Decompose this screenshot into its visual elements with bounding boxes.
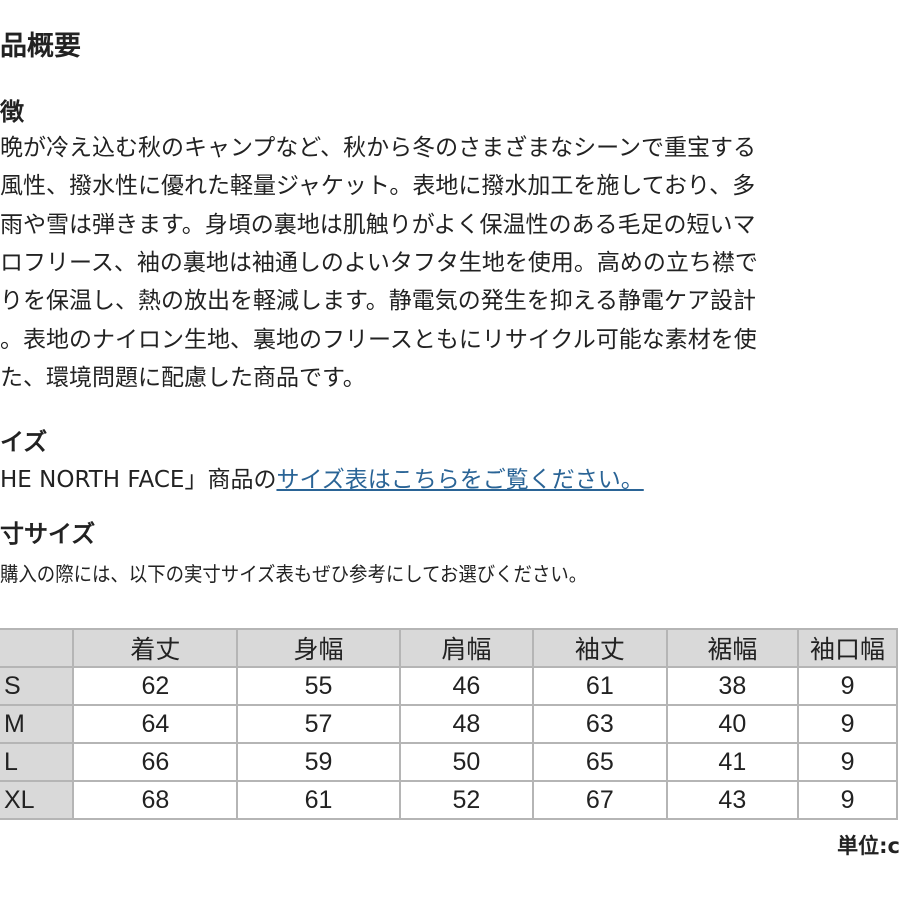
table-cell: 67	[532, 780, 668, 820]
description-line: ロフリース、袖の裏地は袖通しのよいタフタ生地を使用。高めの立ち襟で	[0, 249, 758, 276]
description-line: 。表地のナイロン生地、裏地のフリースともにリサイクル可能な素材を使	[0, 326, 757, 353]
column-header: 身幅	[236, 628, 401, 668]
table-cell: 40	[665, 704, 800, 744]
table-row: S 62 55 46 61 38 9	[0, 666, 898, 706]
table-cell: 61	[236, 780, 401, 820]
description-line: 晩が冷え込む秋のキャンプなど、秋から冬のさまざまなシーンで重宝する	[0, 135, 757, 161]
table-cell: 48	[398, 704, 535, 744]
table-cell: 9	[797, 704, 898, 744]
table-cell: 65	[532, 742, 668, 782]
table-cell: 68	[72, 780, 239, 820]
column-header: 肩幅	[398, 628, 535, 668]
size-text-prefix: HE NORTH FACE」商品の	[0, 467, 277, 493]
table-cell: 61	[532, 666, 668, 706]
size-heading: イズ	[0, 428, 48, 456]
size-label: L	[0, 742, 75, 782]
table-row: M 64 57 48 63 40 9	[0, 704, 898, 744]
table-row: L 66 59 50 65 41 9	[0, 742, 898, 782]
table-cell: 46	[398, 666, 535, 706]
actual-size-note: 購入の際には、以下の実寸サイズ表もぜひ参考にしてお選びください。	[0, 564, 588, 586]
page-title: 品概要	[0, 31, 81, 62]
description-line: 雨や雪は弾きます。身頃の裏地は肌触りがよく保温性のある毛足の短いマ	[0, 211, 756, 238]
size-table: 着丈 身幅 肩幅 袖丈 裾幅 袖口幅 S 62 55 46 61 38 9 M 64 57 48 63 40 9 L 6…	[0, 628, 898, 820]
description-line: 風性、撥水性に優れた軽量ジャケット。表地に撥水加工を施しており、多	[0, 173, 756, 200]
table-cell: 57	[236, 704, 401, 744]
size-chart-link[interactable]: サイズ表はこちらをご覧ください。	[276, 467, 644, 493]
size-label: S	[0, 666, 75, 706]
actual-size-heading: 寸サイズ	[0, 520, 96, 548]
size-text: HE NORTH FACE」商品のサイズ表はこちらをご覧ください。	[0, 460, 644, 494]
table-cell: 63	[532, 704, 668, 744]
column-header: 袖口幅	[797, 628, 898, 668]
column-header	[0, 628, 75, 668]
unit-label: 単位:c	[837, 834, 900, 858]
table-header-row: 着丈 身幅 肩幅 袖丈 裾幅 袖口幅	[0, 628, 898, 668]
column-header: 裾幅	[665, 628, 800, 668]
size-label: M	[0, 704, 75, 744]
table-cell: 50	[398, 742, 535, 782]
column-header: 袖丈	[532, 628, 668, 668]
table-cell: 38	[665, 666, 800, 706]
size-label: XL	[0, 780, 75, 820]
column-header: 着丈	[72, 628, 239, 668]
table-cell: 52	[398, 780, 535, 820]
table-cell: 66	[72, 742, 239, 782]
table-cell: 9	[797, 742, 898, 782]
table-cell: 62	[72, 666, 239, 706]
table-cell: 9	[797, 666, 898, 706]
table-cell: 55	[236, 666, 401, 706]
table-cell: 59	[236, 742, 401, 782]
table-cell: 64	[72, 704, 239, 744]
features-heading: 徴	[0, 98, 24, 126]
description-line: りを保温し、熱の放出を軽減します。静電気の発生を抑える静電ケア設計	[0, 288, 757, 315]
description-line: た、環境問題に配慮した商品です。	[0, 364, 366, 391]
table-cell: 41	[665, 742, 800, 782]
table-cell: 9	[797, 780, 898, 820]
table-cell: 43	[665, 780, 800, 820]
table-row: XL 68 61 52 67 43 9	[0, 780, 898, 820]
